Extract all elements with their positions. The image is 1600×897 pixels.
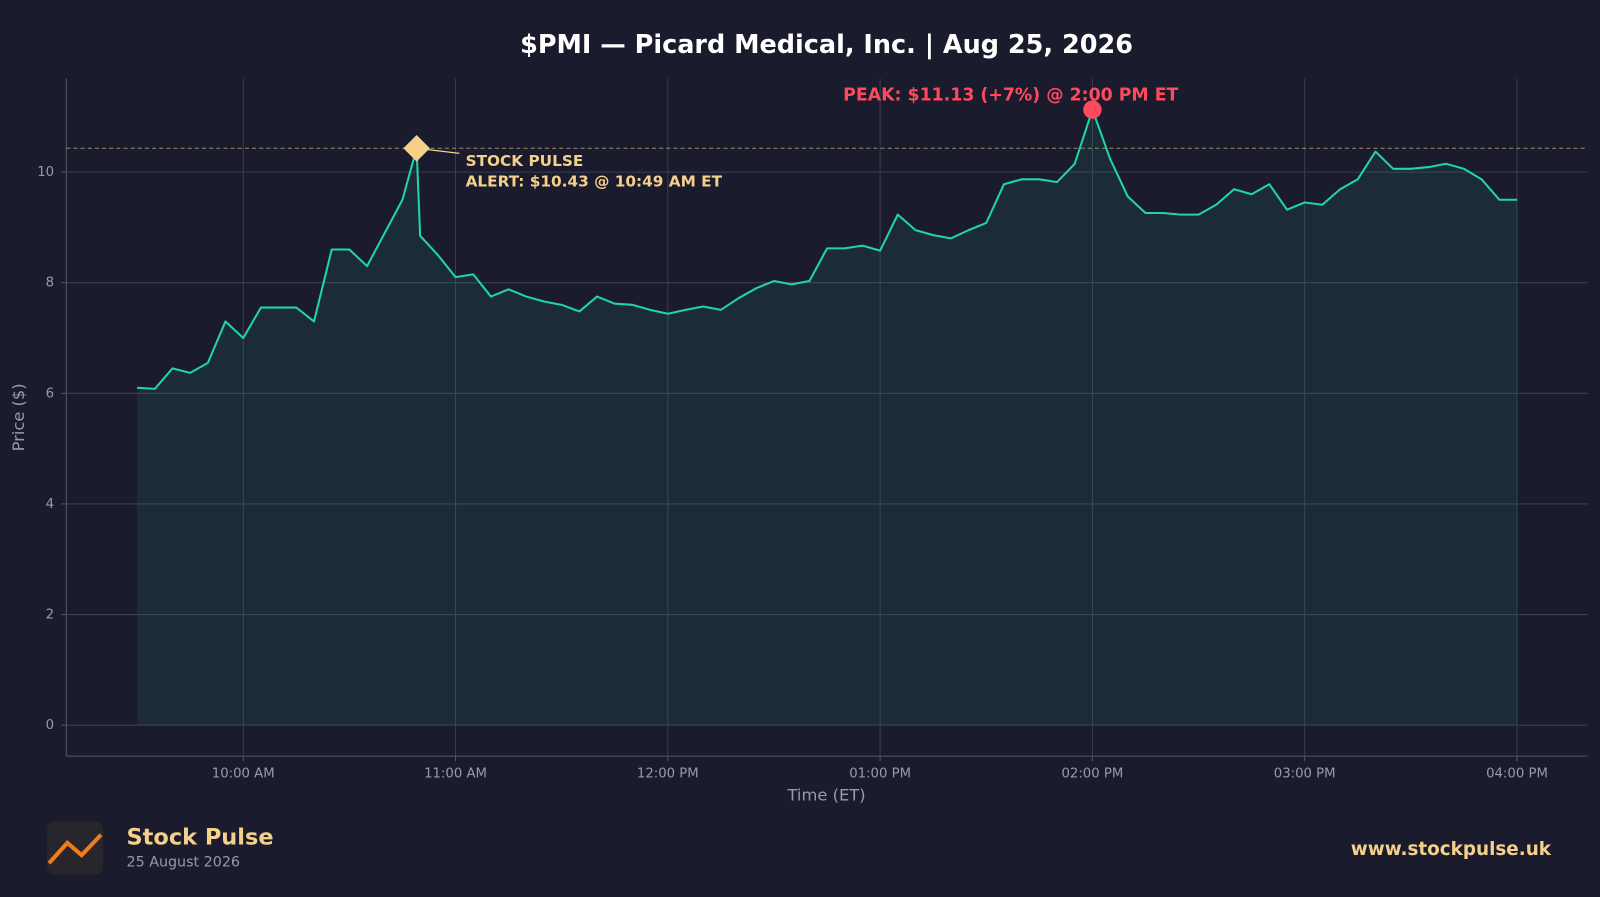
x-tick-label: 10:00 AM (212, 767, 275, 782)
y-tick-label: 4 (46, 497, 54, 512)
x-tick-label: 02:00 PM (1061, 767, 1123, 782)
chart-title: $PMI — Picard Medical, Inc. | Aug 25, 20… (520, 30, 1133, 60)
logo (46, 821, 104, 875)
y-tick-label: 2 (46, 608, 54, 623)
y-axis-label: Price ($) (9, 383, 28, 451)
y-tick-label: 10 (37, 165, 54, 180)
price-area (137, 109, 1518, 726)
price-line (136, 108, 1518, 390)
y-tick-label: 8 (46, 276, 54, 291)
x-tick-label: 03:00 PM (1274, 767, 1336, 782)
alert-text: ALERT: $10.43 @ 10:49 AM ET (466, 172, 723, 190)
x-tick-label: 12:00 PM (637, 767, 699, 782)
x-tick-label: 11:00 AM (424, 767, 487, 782)
alert-marker (403, 135, 430, 162)
peak-marker (1083, 100, 1102, 119)
y-tick-label: 6 (46, 386, 54, 401)
y-tick-label: 0 (46, 718, 54, 733)
peak-text: PEAK: $11.13 (+7%) @ 2:00 PM ET (843, 85, 1178, 105)
website: www.stockpulse.uk (1351, 839, 1552, 860)
brand-name: Stock Pulse (127, 824, 274, 850)
x-tick-label: 01:00 PM (849, 767, 911, 782)
x-tick-label: 04:00 PM (1486, 767, 1548, 782)
alert-title: STOCK PULSE (466, 152, 584, 170)
x-axis-label: Time (ET) (786, 785, 865, 804)
brand-date: 25 August 2026 (127, 854, 240, 870)
